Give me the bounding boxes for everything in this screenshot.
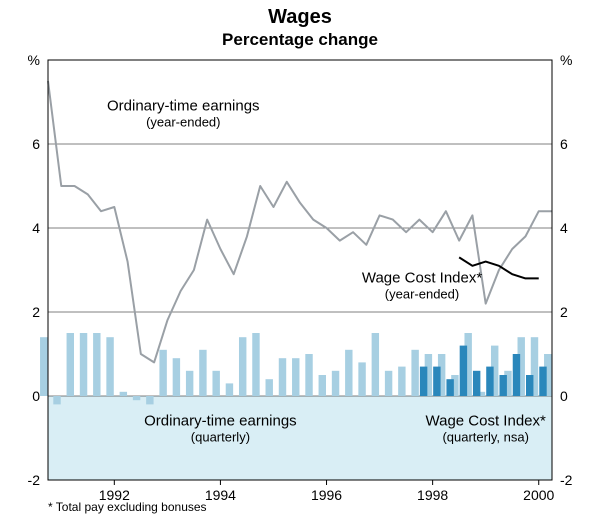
svg-text:4: 4	[32, 220, 40, 236]
svg-text:Ordinary-time earnings: Ordinary-time earnings	[107, 97, 260, 114]
wages-chart: Wages Percentage change -2-200224466%%19…	[0, 0, 600, 520]
svg-text:-2: -2	[560, 472, 573, 488]
svg-text:4: 4	[560, 220, 568, 236]
svg-text:0: 0	[560, 388, 568, 404]
svg-text:1996: 1996	[311, 487, 342, 503]
svg-text:1998: 1998	[417, 487, 448, 503]
svg-text:6: 6	[32, 136, 40, 152]
svg-text:(quarterly, nsa): (quarterly, nsa)	[442, 429, 528, 444]
svg-text:2: 2	[32, 304, 40, 320]
svg-text:%: %	[560, 52, 572, 68]
svg-text:2: 2	[560, 304, 568, 320]
svg-text:Wage Cost Index*: Wage Cost Index*	[362, 270, 482, 287]
chart-svg: -2-200224466%%19921994199619982000Ordina…	[0, 0, 600, 520]
svg-text:%: %	[28, 52, 40, 68]
svg-text:Wage Cost Index*: Wage Cost Index*	[426, 412, 546, 429]
svg-text:2000: 2000	[523, 487, 554, 503]
svg-text:6: 6	[560, 136, 568, 152]
svg-text:Ordinary-time earnings: Ordinary-time earnings	[144, 412, 297, 429]
svg-text:1994: 1994	[205, 487, 236, 503]
svg-text:(quarterly): (quarterly)	[191, 429, 250, 444]
svg-text:(year-ended): (year-ended)	[385, 287, 459, 302]
svg-text:(year-ended): (year-ended)	[146, 114, 220, 129]
svg-text:-2: -2	[28, 472, 41, 488]
chart-footnote: * Total pay excluding bonuses	[48, 500, 207, 514]
svg-text:0: 0	[32, 388, 40, 404]
